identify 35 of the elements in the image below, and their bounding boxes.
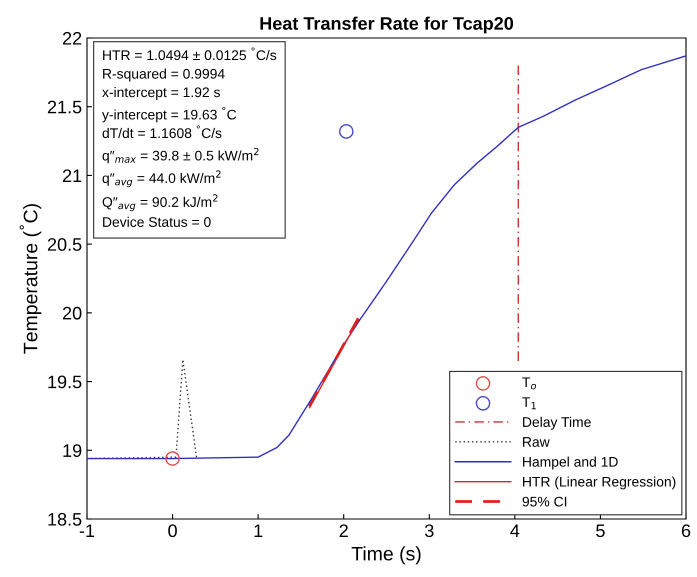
x-tick-label: 6: [682, 524, 690, 538]
annotation: x-intercept = 1.92 s: [102, 86, 220, 100]
annotation: q″$_{max}$ = 39.8 ± 0.5 kW/m$^{2}$: [102, 148, 259, 164]
legend-label: Delay Time: [523, 416, 591, 430]
annotation: q″$_{avg}$ = 44.0 kW/m$^{2}$: [102, 170, 221, 188]
x-tick-label: 3: [424, 524, 434, 538]
y-tick-label: 20: [62, 306, 82, 320]
x-axis-title: Time (s): [352, 546, 421, 564]
x-tick-label: 4: [510, 524, 520, 537]
legend-label: HTR (Linear Regression): [523, 476, 676, 490]
legend-label: T$_{o}$: [522, 377, 536, 390]
annotation: dT/dt = 1.1608 $^{°}$C/s: [102, 125, 222, 138]
annotation: Q″$_{avg}$ = 90.2 kJ/m$^{2}$: [102, 194, 218, 212]
y-tick-label: 18.5: [48, 512, 82, 526]
x-tick-label: 0: [168, 524, 177, 538]
annotation: y-intercept = 19.63 $^{°}$C: [102, 106, 236, 122]
legend-label: 95% CI: [522, 496, 566, 507]
x-tick-label: 5: [596, 524, 605, 538]
legend-label: T$_{1}$: [522, 397, 536, 410]
y-tick-label: 21.5: [48, 100, 82, 114]
y-tick-label: 21: [62, 169, 82, 182]
x-tick-label: -1: [80, 524, 94, 537]
y-tick-label: 19.5: [48, 376, 82, 388]
legend-label: Raw: [523, 437, 550, 447]
legend-label: Hampel and 1D: [523, 456, 618, 470]
annotation: R-squared = 0.9994: [103, 68, 225, 82]
y-tick-label: 22: [62, 32, 82, 45]
annotation: HTR = 1.0494 ± 0.0125 $^{°}$C/s: [103, 47, 276, 60]
y-tick-label: 19: [63, 444, 82, 458]
annotation: Device Status = 0: [103, 216, 211, 227]
y-axis-title: Temperature ($^{°}$C): [20, 204, 42, 354]
chart-title: Heat Transfer Rate for Tcap20: [260, 16, 514, 34]
y-tick-label: 20.5: [48, 238, 82, 251]
x-tick-label: 1: [254, 524, 262, 537]
x-tick-label: 2: [340, 524, 348, 537]
